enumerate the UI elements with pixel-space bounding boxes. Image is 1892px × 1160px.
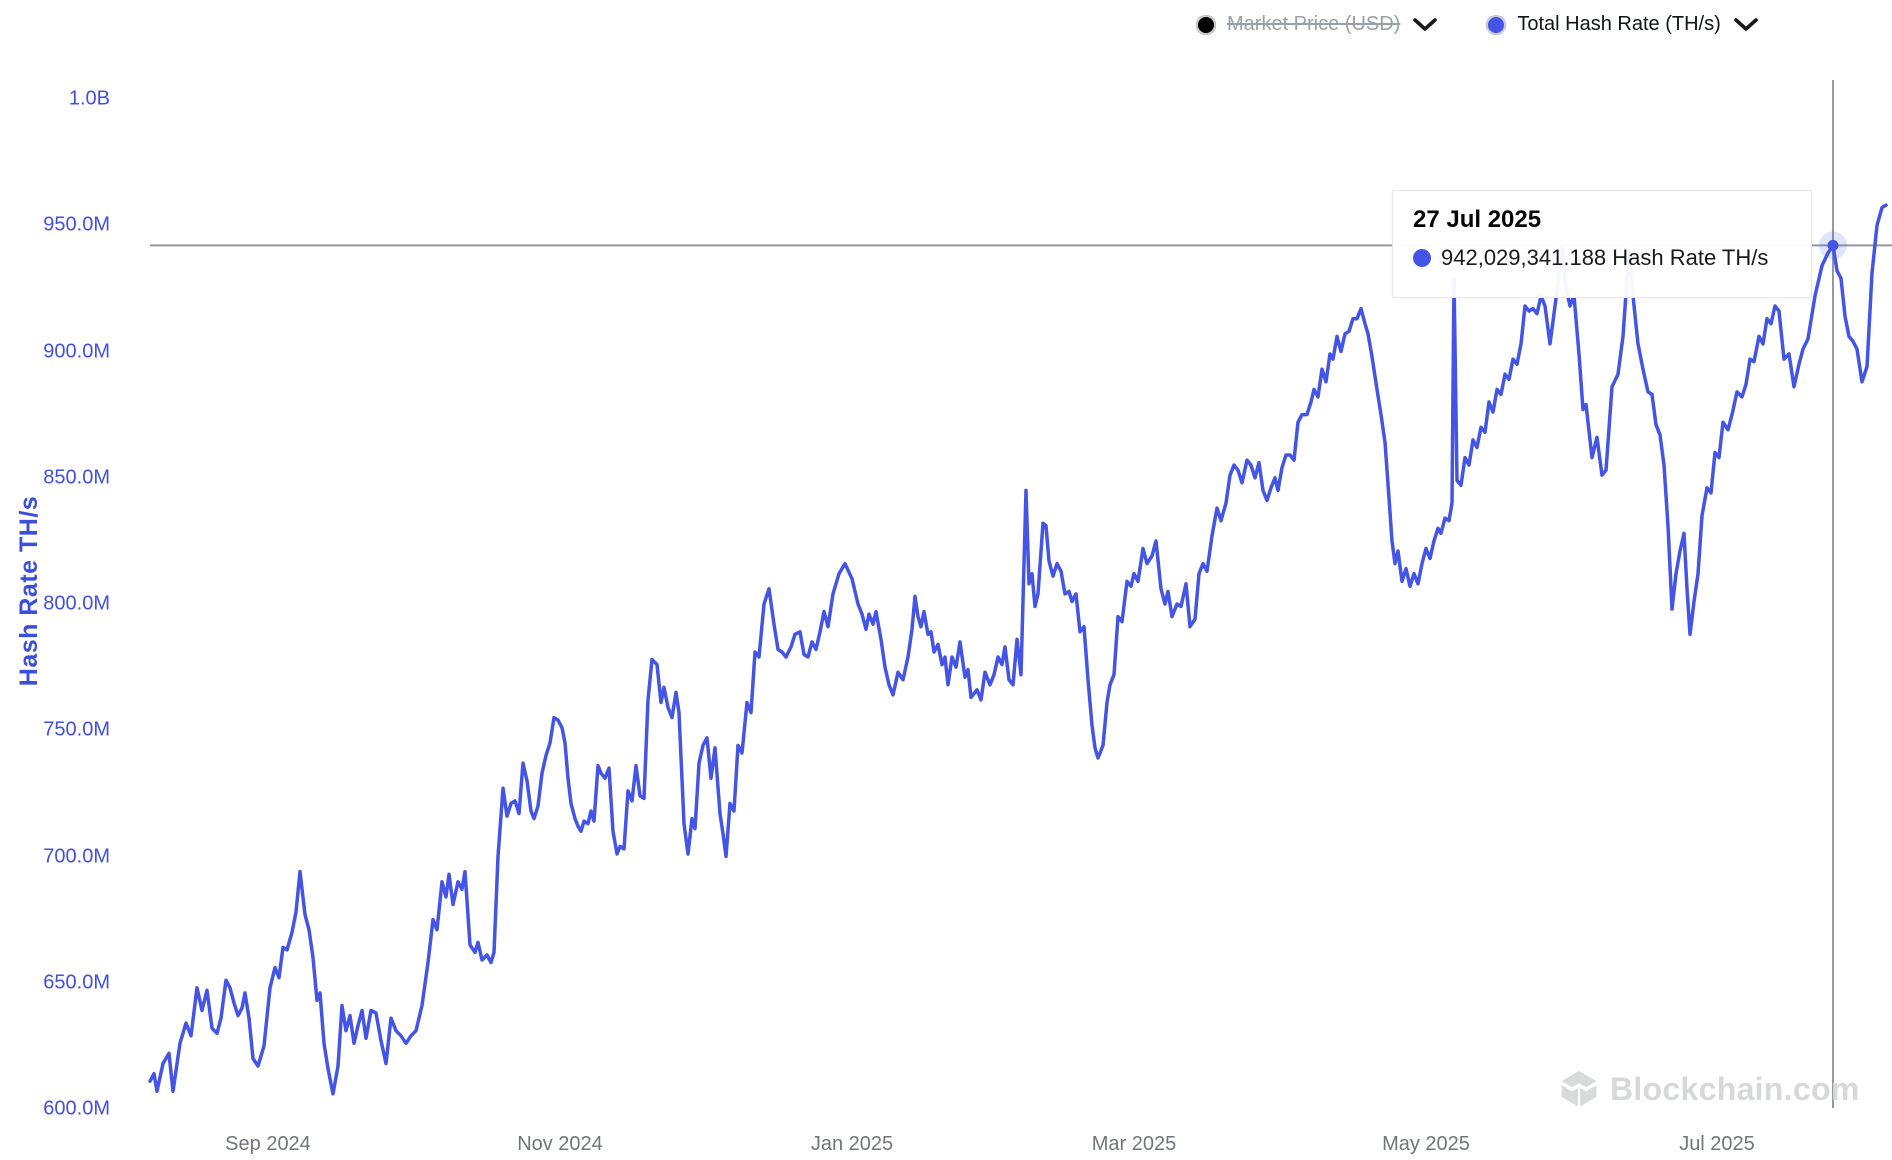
chevron-down-icon[interactable] [1413,17,1438,32]
legend-hash-rate-label: Total Hash Rate (TH/s) [1517,13,1721,35]
tooltip-series-row: 942,029,341.188 Hash Rate TH/s [1413,245,1791,271]
blockchain-logo-icon [1561,1071,1597,1107]
hash-rate-dot-icon [1486,14,1507,35]
tooltip-date: 27 Jul 2025 [1413,206,1542,233]
x-tick-label: Jul 2025 [1679,1133,1755,1155]
market-price-dot-icon [1196,14,1216,35]
x-tick-label: Sep 2024 [225,1133,311,1155]
x-tick-label: May 2025 [1382,1133,1470,1155]
watermark-text: Blockchain.com [1610,1070,1860,1107]
series-dot-icon [1413,249,1431,267]
y-tick-label: 850.0M [43,466,110,489]
blockchain-watermark: Blockchain.com [1560,1070,1860,1108]
legend-item-market-price[interactable]: Market Price (USD) [1196,13,1438,36]
y-tick-label: 900.0M [43,340,110,362]
x-tick-label: Nov 2024 [517,1133,603,1155]
chart-tooltip: 27 Jul 2025 942,029,341.188 Hash Rate TH… [1392,190,1812,298]
y-tick-label: 1.0B [68,87,110,110]
legend-market-price-label: Market Price (USD) [1227,13,1401,35]
legend-item-total-hash-rate[interactable]: Total Hash Rate (TH/s) [1486,13,1758,36]
y-tick-label: 600.0M [43,1097,110,1120]
selected-point-dot[interactable] [1827,239,1839,251]
y-tick-label: 650.0M [43,971,110,994]
y-tick-label: 700.0M [43,845,110,867]
y-tick-label: 950.0M [43,213,110,236]
y-tick-label: 800.0M [43,592,110,615]
y-axis-title: Hash Rate TH/s [15,495,43,687]
y-tick-label: 750.0M [43,718,110,741]
tooltip-value: 942,029,341.188 Hash Rate TH/s [1441,245,1769,270]
x-tick-label: Jan 2025 [810,1133,894,1155]
chevron-down-icon[interactable] [1733,17,1758,32]
chart-legend: Market Price (USD) Total Hash Rate (TH/s… [1196,13,1758,36]
hash-rate-line [148,203,1888,1096]
x-tick-label: Mar 2025 [1091,1133,1177,1155]
